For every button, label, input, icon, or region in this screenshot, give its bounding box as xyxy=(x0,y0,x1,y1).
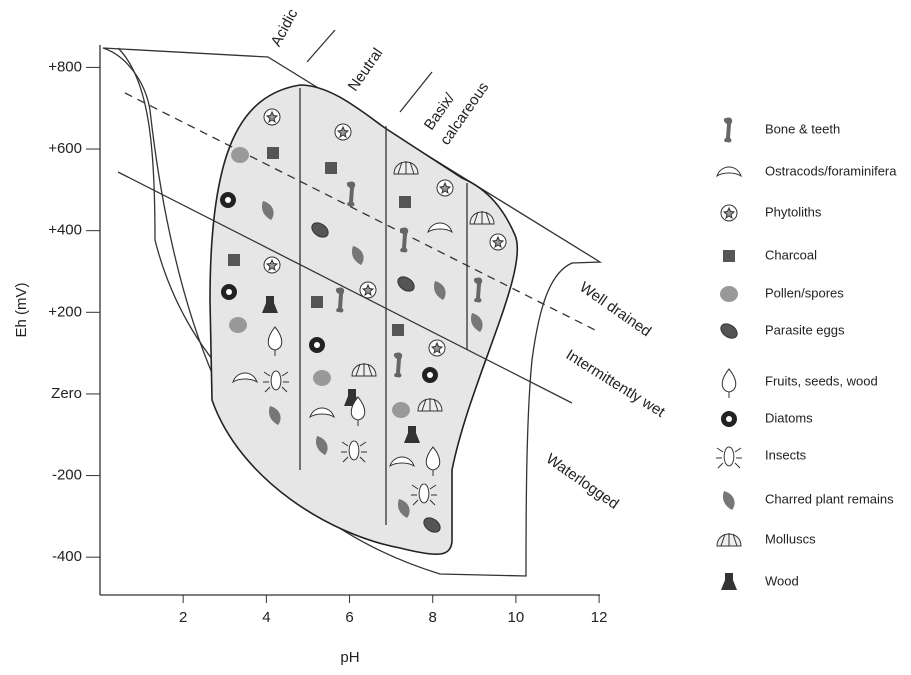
insect xyxy=(716,447,742,468)
icon xyxy=(429,340,445,356)
charcoal xyxy=(723,250,735,262)
legend-label: Charcoal xyxy=(765,247,817,262)
wood xyxy=(721,573,737,590)
icon xyxy=(722,369,736,398)
icon xyxy=(723,491,735,510)
legend-label: Insects xyxy=(765,447,807,462)
leaf xyxy=(722,369,736,398)
legend-label: Phytoliths xyxy=(765,204,822,219)
icon xyxy=(724,117,732,142)
zone-label: Waterlogged xyxy=(543,450,622,512)
legend-label: Ostracods/foraminifera xyxy=(765,163,897,178)
icon xyxy=(721,411,737,427)
x-tick-label: 10 xyxy=(508,609,525,626)
pollen xyxy=(229,317,247,333)
diatom-core xyxy=(314,342,320,348)
charcoal xyxy=(399,196,411,208)
charcoal xyxy=(228,254,240,266)
icon xyxy=(716,447,742,468)
x-tick-label: 2 xyxy=(179,609,187,626)
zone-label: Neutral xyxy=(345,45,387,94)
y-tick-label: +600 xyxy=(48,140,82,157)
charcoal xyxy=(267,147,279,159)
legend-label: Parasite eggs xyxy=(765,322,845,337)
icon xyxy=(335,124,351,140)
icon xyxy=(360,282,376,298)
icon xyxy=(717,533,741,546)
x-tick-label: 6 xyxy=(345,609,353,626)
diatom-core xyxy=(726,416,732,422)
egg xyxy=(718,321,740,341)
icon xyxy=(267,147,279,159)
icon xyxy=(490,234,506,250)
icon xyxy=(720,286,738,302)
x-tick-label: 8 xyxy=(429,609,437,626)
charred xyxy=(723,491,735,510)
icon xyxy=(422,367,438,383)
icon xyxy=(313,370,331,386)
pollen xyxy=(720,286,738,302)
mollusc xyxy=(717,533,741,546)
icon xyxy=(264,109,280,125)
icon xyxy=(309,337,325,353)
y-tick-label: +400 xyxy=(48,222,82,239)
diatom-core xyxy=(226,289,232,295)
diagram: Acidic Neutral Basix/ calcareous Well dr… xyxy=(0,0,911,670)
legend-label: Fruits, seeds, wood xyxy=(765,373,878,388)
icon xyxy=(264,257,280,273)
icon xyxy=(723,250,735,262)
ostracod xyxy=(717,167,741,176)
x-tick-label: 12 xyxy=(591,609,608,626)
diatom-core xyxy=(225,197,231,203)
icon xyxy=(437,180,453,196)
y-axis-label: Eh (mV) xyxy=(13,282,30,337)
charcoal xyxy=(311,296,323,308)
pollen xyxy=(392,402,410,418)
legend-label: Wood xyxy=(765,573,799,588)
slash xyxy=(307,30,335,62)
icon xyxy=(220,192,236,208)
plot xyxy=(100,30,600,595)
zone-label: Well drained xyxy=(576,279,654,341)
icon xyxy=(718,321,740,341)
bone xyxy=(724,117,732,142)
icon xyxy=(717,167,741,176)
y-tick-label: +200 xyxy=(48,303,82,320)
icon xyxy=(325,162,337,174)
charcoal xyxy=(325,162,337,174)
slash xyxy=(400,72,432,112)
icon xyxy=(392,324,404,336)
y-tick-label: -200 xyxy=(52,467,82,484)
legend-label: Diatoms xyxy=(765,410,813,425)
icon xyxy=(228,254,240,266)
y-tick-label: -400 xyxy=(52,548,82,565)
legend-label: Pollen/spores xyxy=(765,285,844,300)
icon xyxy=(311,296,323,308)
icon xyxy=(231,147,249,163)
icon xyxy=(399,196,411,208)
pollen xyxy=(231,147,249,163)
icon xyxy=(392,402,410,418)
legend-label: Bone & teeth xyxy=(765,121,840,136)
legend-label: Molluscs xyxy=(765,531,816,546)
icon xyxy=(221,284,237,300)
x-tick-label: 4 xyxy=(262,609,270,626)
legend-label: Charred plant remains xyxy=(765,491,894,506)
x-axis-label: pH xyxy=(340,649,359,666)
icon xyxy=(229,317,247,333)
y-tick-label: Zero xyxy=(51,385,82,402)
y-tick-label: +800 xyxy=(48,58,82,75)
icon xyxy=(721,205,737,221)
pollen xyxy=(313,370,331,386)
legend: Bone & teeth Ostracods/foraminifera Phytol… xyxy=(716,117,897,590)
zone-label: Intermittently wet xyxy=(563,346,669,421)
diatom-core xyxy=(427,372,433,378)
icon xyxy=(721,573,737,590)
zone-label: Acidic xyxy=(268,6,302,50)
charcoal xyxy=(392,324,404,336)
